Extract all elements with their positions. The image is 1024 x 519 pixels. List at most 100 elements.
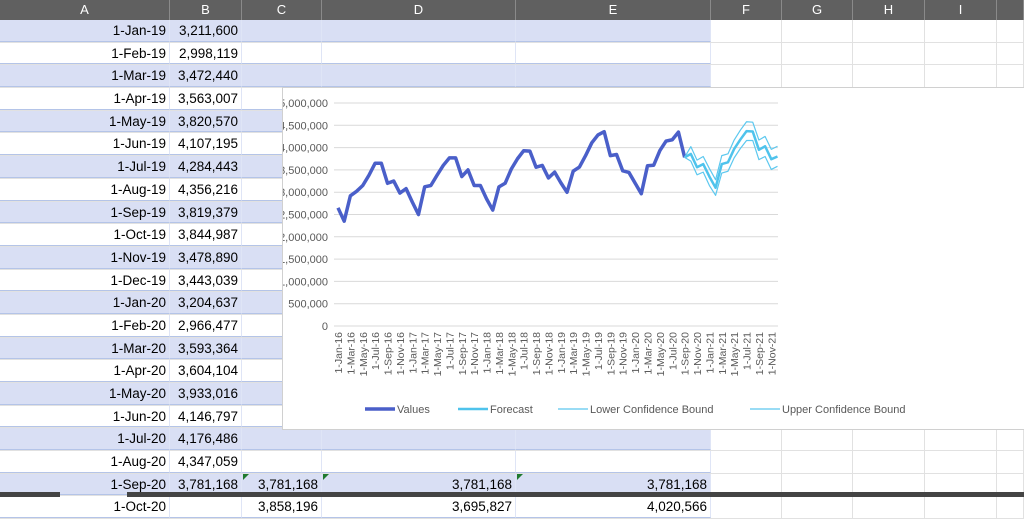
cell-a[interactable]: 1-Feb-19 bbox=[0, 42, 170, 65]
empty-cell[interactable] bbox=[711, 65, 782, 88]
empty-cell[interactable] bbox=[925, 473, 997, 496]
cell-a[interactable]: 1-Jan-20 bbox=[0, 292, 170, 314]
cell-b[interactable]: 3,593,364 bbox=[170, 337, 242, 360]
cell-b[interactable]: 3,443,039 bbox=[170, 269, 242, 292]
cell-a[interactable]: 1-Oct-20 bbox=[0, 496, 170, 519]
cell-c[interactable] bbox=[242, 42, 322, 65]
cell-a[interactable]: 1-Aug-20 bbox=[0, 451, 170, 473]
cell-b[interactable]: 4,347,059 bbox=[170, 451, 242, 473]
column-header[interactable]: H bbox=[853, 0, 925, 20]
cell-a[interactable]: 1-Mar-20 bbox=[0, 337, 170, 360]
cell-a[interactable]: 1-Sep-19 bbox=[0, 201, 170, 224]
cell-e[interactable] bbox=[516, 20, 711, 42]
cell-c[interactable] bbox=[242, 20, 322, 42]
cell-e[interactable] bbox=[516, 428, 711, 451]
cell-b[interactable]: 2,998,119 bbox=[170, 42, 242, 65]
cell-b[interactable]: 3,604,104 bbox=[170, 360, 242, 382]
empty-cell[interactable] bbox=[853, 428, 925, 451]
empty-cell[interactable] bbox=[853, 20, 925, 42]
cell-e[interactable] bbox=[516, 42, 711, 65]
cell-c[interactable] bbox=[242, 451, 322, 473]
empty-cell[interactable] bbox=[782, 428, 853, 451]
cell-d[interactable] bbox=[322, 20, 516, 42]
cell-a[interactable]: 1-Nov-19 bbox=[0, 246, 170, 269]
column-header[interactable]: F bbox=[711, 0, 782, 20]
horizontal-scrollbar[interactable] bbox=[127, 492, 1024, 497]
empty-cell[interactable] bbox=[782, 42, 853, 65]
cell-b[interactable]: 3,478,890 bbox=[170, 246, 242, 269]
empty-cell[interactable] bbox=[925, 428, 997, 451]
empty-cell[interactable] bbox=[711, 451, 782, 473]
cell-b[interactable]: 3,211,600 bbox=[170, 20, 242, 42]
cell-d[interactable] bbox=[322, 65, 516, 88]
cell-a[interactable]: 1-Sep-20 bbox=[0, 473, 170, 496]
cell-a[interactable]: 1-Oct-19 bbox=[0, 224, 170, 246]
cell-b[interactable]: 3,204,637 bbox=[170, 292, 242, 314]
empty-cell[interactable] bbox=[853, 451, 925, 473]
cell-a[interactable]: 1-Apr-19 bbox=[0, 88, 170, 110]
cell-a[interactable]: 1-Dec-19 bbox=[0, 269, 170, 292]
empty-cell[interactable] bbox=[997, 20, 1024, 42]
cell-b[interactable]: 3,844,987 bbox=[170, 224, 242, 246]
cell-b[interactable]: 4,176,486 bbox=[170, 428, 242, 451]
cell-a[interactable]: 1-Jul-20 bbox=[0, 428, 170, 451]
empty-cell[interactable] bbox=[711, 428, 782, 451]
cell-b[interactable]: 4,146,797 bbox=[170, 405, 242, 428]
cell-b[interactable]: 4,284,443 bbox=[170, 156, 242, 178]
column-header[interactable]: B bbox=[170, 0, 242, 20]
cell-c[interactable] bbox=[242, 65, 322, 88]
empty-cell[interactable] bbox=[782, 451, 853, 473]
column-header[interactable]: E bbox=[516, 0, 711, 20]
empty-cell[interactable] bbox=[997, 428, 1024, 451]
cell-a[interactable]: 1-Mar-19 bbox=[0, 65, 170, 88]
empty-cell[interactable] bbox=[782, 473, 853, 496]
empty-cell[interactable] bbox=[997, 42, 1024, 65]
empty-cell[interactable] bbox=[711, 473, 782, 496]
cell-a[interactable]: 1-Jul-19 bbox=[0, 156, 170, 178]
column-header[interactable]: C bbox=[242, 0, 322, 20]
column-header[interactable]: G bbox=[782, 0, 853, 20]
cell-c[interactable]: 3,858,196 bbox=[242, 496, 322, 519]
cell-a[interactable]: 1-Aug-19 bbox=[0, 178, 170, 201]
empty-cell[interactable] bbox=[711, 20, 782, 42]
cell-d[interactable] bbox=[322, 42, 516, 65]
column-header[interactable]: D bbox=[322, 0, 516, 20]
empty-cell[interactable] bbox=[997, 496, 1024, 519]
empty-cell[interactable] bbox=[782, 65, 853, 88]
cell-a[interactable]: 1-Feb-20 bbox=[0, 314, 170, 337]
empty-cell[interactable] bbox=[925, 451, 997, 473]
cell-b[interactable] bbox=[170, 496, 242, 519]
empty-cell[interactable] bbox=[853, 65, 925, 88]
cell-b[interactable]: 2,966,477 bbox=[170, 314, 242, 337]
empty-cell[interactable] bbox=[782, 20, 853, 42]
empty-cell[interactable] bbox=[997, 451, 1024, 473]
cell-b[interactable]: 4,107,195 bbox=[170, 133, 242, 156]
cell-d[interactable]: 3,695,827 bbox=[322, 496, 516, 519]
cell-b[interactable]: 4,356,216 bbox=[170, 178, 242, 201]
cell-e[interactable] bbox=[516, 65, 711, 88]
empty-cell[interactable] bbox=[997, 65, 1024, 88]
empty-cell[interactable] bbox=[711, 496, 782, 519]
cell-e[interactable] bbox=[516, 451, 711, 473]
cell-a[interactable]: 1-Apr-20 bbox=[0, 360, 170, 382]
empty-cell[interactable] bbox=[925, 65, 997, 88]
cell-a[interactable]: 1-May-19 bbox=[0, 110, 170, 133]
column-header[interactable] bbox=[997, 0, 1024, 20]
empty-cell[interactable] bbox=[853, 473, 925, 496]
cell-a[interactable]: 1-Jun-20 bbox=[0, 405, 170, 428]
cell-b[interactable]: 3,933,016 bbox=[170, 383, 242, 405]
cell-c[interactable] bbox=[242, 428, 322, 451]
cell-b[interactable]: 3,820,570 bbox=[170, 110, 242, 133]
column-header[interactable]: A bbox=[0, 0, 170, 20]
empty-cell[interactable] bbox=[925, 42, 997, 65]
empty-cell[interactable] bbox=[853, 42, 925, 65]
forecast-chart[interactable]: 0 500,000 1,000,000 1,500,000 2,000,000 2,500… bbox=[279, 87, 1024, 430]
empty-cell[interactable] bbox=[711, 42, 782, 65]
cell-d[interactable] bbox=[322, 428, 516, 451]
cell-a[interactable]: 1-Jun-19 bbox=[0, 133, 170, 156]
cell-b[interactable]: 3,819,379 bbox=[170, 201, 242, 224]
cell-a[interactable]: 1-May-20 bbox=[0, 383, 170, 405]
empty-cell[interactable] bbox=[925, 20, 997, 42]
empty-cell[interactable] bbox=[853, 496, 925, 519]
empty-cell[interactable] bbox=[925, 496, 997, 519]
